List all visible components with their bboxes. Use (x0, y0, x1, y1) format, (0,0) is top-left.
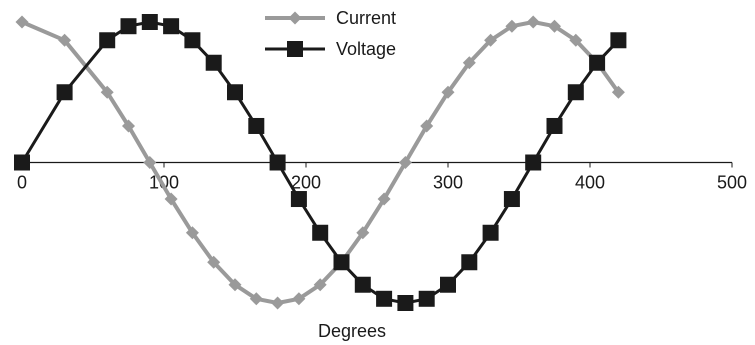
data-point-current (292, 292, 306, 306)
data-point-voltage (14, 154, 30, 171)
series-layer (14, 14, 627, 311)
data-point-current (505, 19, 519, 33)
data-point-current (313, 278, 327, 292)
x-tick-label: 300 (433, 173, 463, 193)
data-point-voltage (397, 295, 414, 311)
legend-label-voltage: Voltage (336, 39, 396, 59)
data-point-voltage (418, 290, 435, 307)
data-point-voltage (376, 290, 393, 307)
data-point-voltage (546, 117, 563, 134)
data-point-voltage (184, 32, 201, 49)
data-point-voltage (227, 84, 243, 101)
data-point-voltage (503, 191, 520, 208)
data-point-voltage (99, 32, 116, 49)
data-point-voltage (56, 84, 73, 101)
data-point-voltage (589, 54, 606, 71)
data-point-voltage (482, 224, 499, 241)
data-point-voltage (461, 254, 478, 271)
legend-marker-voltage (287, 41, 303, 57)
data-point-voltage (312, 224, 329, 241)
data-point-current (462, 56, 476, 70)
data-point-current (207, 255, 221, 269)
data-point-voltage (440, 276, 456, 293)
data-point-current (15, 15, 29, 29)
data-point-current (441, 85, 455, 99)
data-point-voltage (354, 276, 371, 293)
x-axis-label: Degrees (318, 321, 386, 341)
data-point-voltage (525, 154, 542, 171)
data-point-current (569, 33, 583, 47)
x-tick-label: 500 (717, 173, 747, 193)
data-point-current (122, 119, 135, 133)
data-point-current (271, 296, 285, 310)
data-point-voltage (610, 32, 627, 49)
data-point-current (611, 85, 625, 99)
data-point-current (164, 192, 178, 206)
legend-marker-current (288, 11, 302, 25)
data-point-current (526, 15, 540, 29)
legend: Current Voltage (265, 8, 396, 59)
data-point-voltage (163, 18, 180, 35)
data-point-voltage (120, 18, 137, 35)
data-point-voltage (141, 14, 158, 30)
data-point-current (420, 119, 434, 133)
data-point-voltage (248, 117, 265, 134)
data-point-current (58, 33, 72, 47)
x-axis: 0 100 200 300 400 500 (17, 161, 747, 193)
data-point-current (100, 85, 114, 99)
data-point-current (356, 226, 370, 240)
data-point-current (377, 192, 391, 206)
data-point-current (249, 292, 263, 306)
legend-label-current: Current (336, 8, 396, 28)
data-point-voltage (333, 254, 350, 271)
data-point-current (484, 33, 498, 47)
legend-item-current: Current (265, 8, 396, 28)
x-tick-label: 0 (17, 173, 27, 193)
x-tick-label: 200 (291, 173, 321, 193)
data-point-voltage (205, 54, 222, 71)
data-point-voltage (269, 154, 286, 171)
data-point-voltage (290, 191, 307, 208)
data-point-current (228, 278, 242, 292)
series-voltage (14, 14, 627, 311)
data-point-current (548, 19, 561, 33)
data-point-current (185, 226, 199, 240)
data-point-current (398, 156, 412, 169)
data-point-voltage (567, 84, 584, 101)
data-point-current (143, 156, 157, 169)
x-tick-label: 400 (575, 173, 605, 193)
legend-item-voltage: Voltage (265, 39, 396, 59)
